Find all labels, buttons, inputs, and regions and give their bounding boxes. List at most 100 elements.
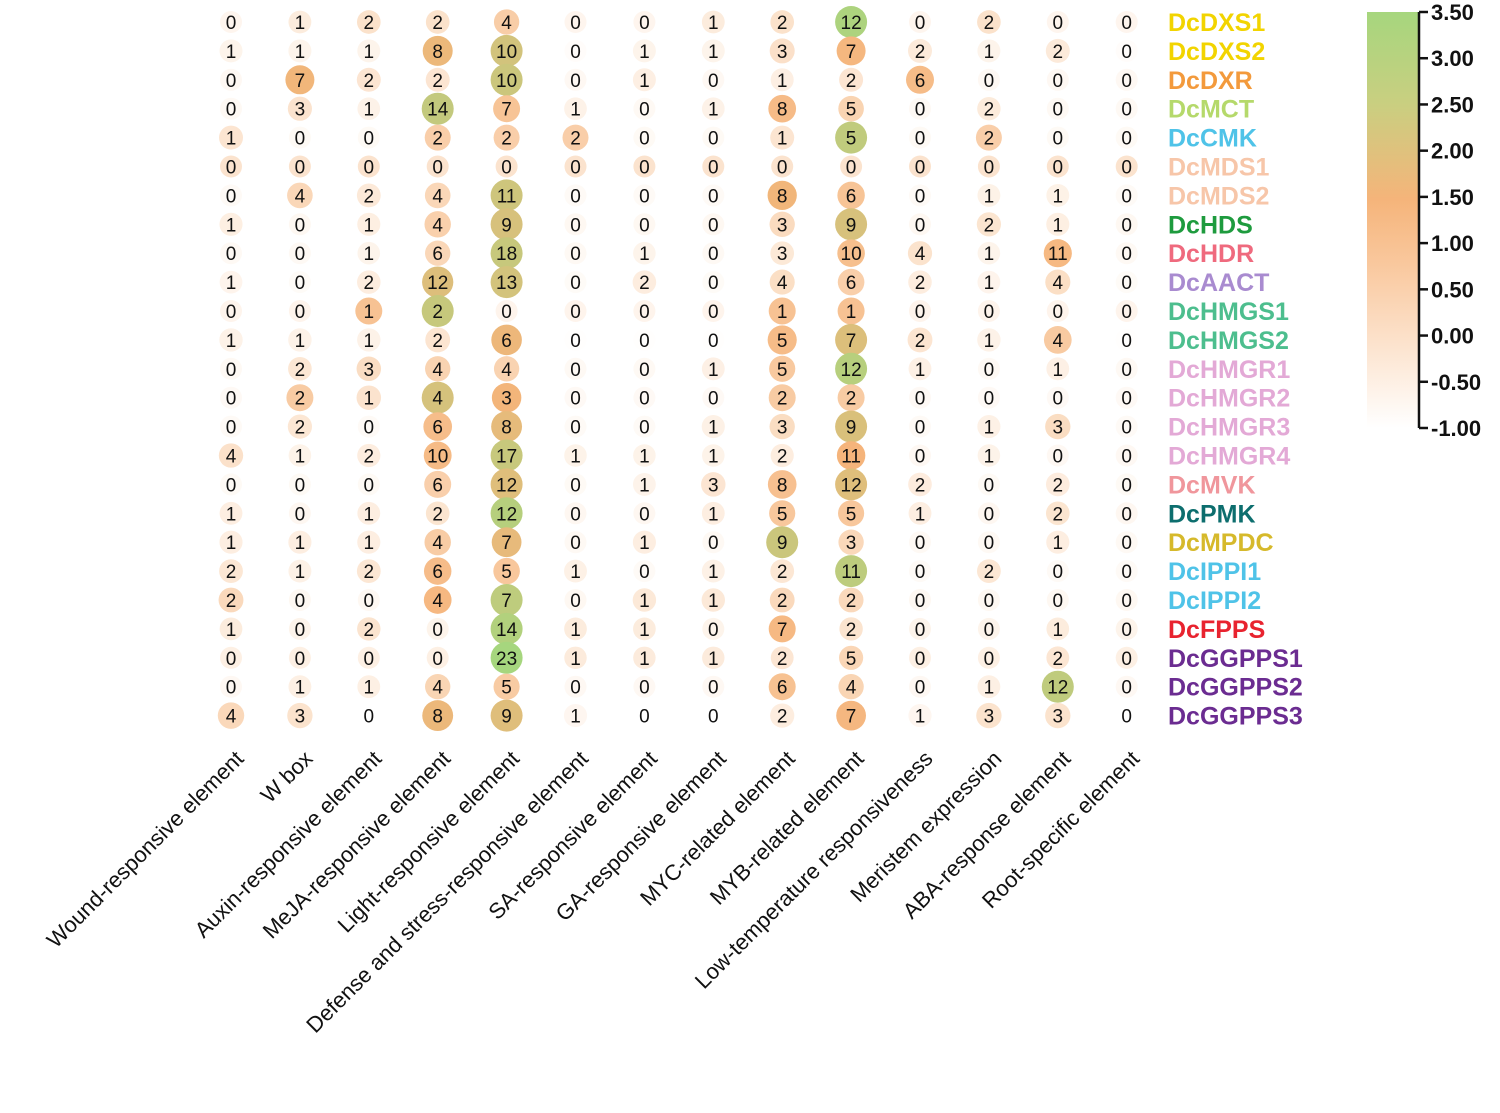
heatmap-cell (288, 444, 312, 467)
heatmap-cell-value: 1 (295, 678, 306, 699)
heatmap-cell-value: 0 (777, 158, 788, 179)
heatmap-cell-value: 2 (984, 13, 995, 34)
heatmap-cell (977, 415, 1001, 439)
heatmap-cell-value: 0 (501, 158, 512, 179)
color-scale-tick-label: 0.00 (1431, 324, 1474, 349)
heatmap-cell-value: 1 (364, 331, 375, 352)
heatmap-cell (490, 63, 523, 96)
heatmap-cell-value: 0 (984, 302, 995, 323)
heatmap-cell-value: 0 (570, 389, 581, 410)
heatmap-cell-value: 0 (639, 707, 650, 728)
heatmap-cell (426, 617, 449, 640)
heatmap-cell-value: 0 (570, 215, 581, 236)
heatmap-cell-value: 3 (501, 389, 512, 410)
heatmap-cell (287, 702, 313, 729)
heatmap-cell (837, 384, 865, 412)
heatmap-cell (356, 67, 381, 92)
heatmap-cell (839, 645, 864, 670)
heatmap-cell-value: 2 (984, 215, 995, 236)
heatmap-cell (770, 125, 795, 150)
heatmap-cell (564, 271, 587, 294)
heatmap-cell-value: 3 (777, 42, 788, 63)
heatmap-cell (490, 266, 523, 299)
heatmap-cell (633, 328, 656, 351)
heatmap-cell (766, 526, 799, 559)
heatmap-cell-value: 0 (639, 158, 650, 179)
heatmap-cell-value: 0 (915, 649, 926, 670)
heatmap-cell (835, 208, 868, 241)
heatmap-cell (219, 212, 243, 236)
heatmap-cell (633, 675, 656, 698)
heatmap-cell (909, 97, 931, 120)
heatmap-cell-value: 4 (432, 533, 443, 554)
heatmap-cell (219, 328, 243, 352)
heatmap-cell-value: 0 (570, 302, 581, 323)
heatmap-cell (632, 588, 657, 612)
heatmap-cell-value: 1 (984, 244, 995, 265)
heatmap-cell (1046, 183, 1070, 207)
heatmap-cell (219, 39, 243, 63)
heatmap-cell-value: 0 (915, 533, 926, 554)
heatmap-cell (1115, 68, 1138, 91)
heatmap-cell-value: 1 (708, 42, 719, 63)
heatmap-cell (426, 646, 449, 669)
heatmap-cell-value: 6 (501, 331, 512, 352)
color-scale-tick-label: 0.50 (1431, 277, 1474, 302)
heatmap-cell (564, 415, 587, 438)
heatmap-cell (633, 415, 656, 438)
heatmap-cell (357, 39, 381, 63)
heatmap-cell (836, 700, 866, 731)
heatmap-cell (701, 357, 725, 381)
heatmap-cell (493, 673, 520, 700)
heatmap-cell-value: 0 (984, 504, 995, 525)
heatmap-cell-value: 1 (1053, 186, 1064, 207)
heatmap-cell-value: 0 (708, 707, 719, 728)
heatmap-cell (701, 472, 726, 497)
heatmap-cell-value: 0 (1053, 302, 1064, 323)
heatmap-cell (288, 646, 311, 669)
heatmap-cell-value: 1 (364, 100, 375, 121)
heatmap-cell (356, 356, 382, 382)
heatmap-cell (977, 270, 1001, 294)
heatmap-cell-value: 0 (915, 100, 926, 121)
heatmap-cell-value: 1 (570, 707, 581, 728)
heatmap-cell (977, 68, 1000, 91)
heatmap-cell (633, 444, 656, 467)
heatmap-cell-value: 1 (984, 447, 995, 468)
heatmap-cell-value: 0 (708, 331, 719, 352)
heatmap-cell (977, 617, 1000, 640)
heatmap-cell (425, 10, 450, 34)
heatmap-cell-value: 3 (984, 707, 995, 728)
heatmap-cell (702, 184, 725, 207)
heatmap-cell-value: 2 (226, 562, 237, 583)
heatmap-cell (357, 415, 380, 438)
heatmap-cell-value: 2 (295, 360, 306, 381)
heatmap-cell (840, 155, 863, 178)
heatmap-cell (357, 473, 380, 496)
heatmap-cell (1046, 68, 1069, 91)
heatmap-cell (287, 96, 312, 121)
heatmap-cell (357, 126, 380, 149)
row-labels: DcDXS1DcDXS2DcDXRDcMCTDcCMKDcMDS1DcMDS2D… (1168, 9, 1303, 731)
heatmap-cell (493, 95, 521, 123)
heatmap-cell-value: 0 (226, 71, 237, 92)
row-label: DcGGPPS1 (1168, 645, 1303, 673)
heatmap-cell-value: 0 (295, 158, 306, 179)
heatmap-cell (1045, 38, 1070, 63)
heatmap-cell-value: 4 (295, 186, 306, 207)
heatmap-cells: 0 1 2 2 4 0 0 1 2 12 0 2 0 01 1 1 8 10 0 1 1 3 7 2 1 2 00 7 2 2 10 0 1 0 1… (217, 6, 1138, 732)
heatmap-cell (564, 68, 587, 91)
heatmap-cell-value: 2 (915, 475, 926, 496)
heatmap-cell (1115, 473, 1138, 496)
heatmap-cell (977, 386, 1000, 409)
heatmap-cell (1045, 413, 1071, 440)
heatmap-cell (564, 646, 587, 670)
heatmap-cell (702, 155, 725, 178)
heatmap-cell (220, 11, 242, 33)
heatmap-cell-value: 8 (777, 100, 788, 121)
heatmap-cell (837, 297, 865, 325)
heatmap-cell (288, 328, 312, 352)
heatmap-cell-value: 2 (1053, 475, 1064, 496)
heatmap-cell-value: 7 (846, 707, 857, 728)
heatmap-cell (1043, 326, 1072, 354)
